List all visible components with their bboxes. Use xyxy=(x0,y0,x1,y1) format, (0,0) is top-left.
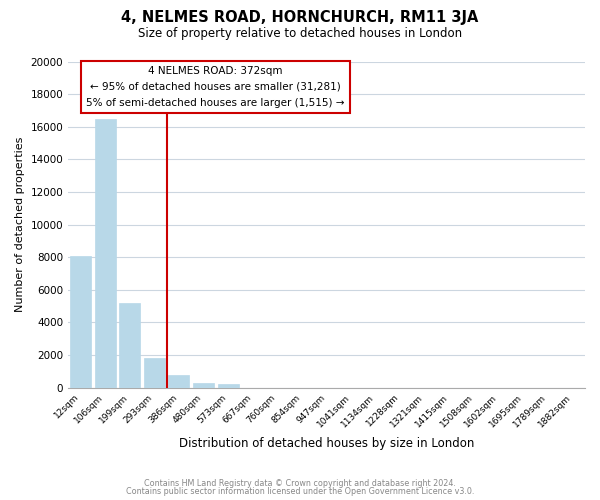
Text: 4, NELMES ROAD, HORNCHURCH, RM11 3JA: 4, NELMES ROAD, HORNCHURCH, RM11 3JA xyxy=(121,10,479,25)
Text: 4 NELMES ROAD: 372sqm
← 95% of detached houses are smaller (31,281)
5% of semi-d: 4 NELMES ROAD: 372sqm ← 95% of detached … xyxy=(86,66,345,108)
Bar xyxy=(70,256,91,388)
Text: Size of property relative to detached houses in London: Size of property relative to detached ho… xyxy=(138,28,462,40)
Bar xyxy=(144,358,165,388)
Text: Contains HM Land Registry data © Crown copyright and database right 2024.: Contains HM Land Registry data © Crown c… xyxy=(144,478,456,488)
Bar xyxy=(119,303,140,388)
Bar xyxy=(95,118,116,388)
Bar xyxy=(218,384,239,388)
Bar xyxy=(193,383,214,388)
Y-axis label: Number of detached properties: Number of detached properties xyxy=(15,137,25,312)
X-axis label: Distribution of detached houses by size in London: Distribution of detached houses by size … xyxy=(179,437,474,450)
Bar xyxy=(169,374,190,388)
Text: Contains public sector information licensed under the Open Government Licence v3: Contains public sector information licen… xyxy=(126,488,474,496)
